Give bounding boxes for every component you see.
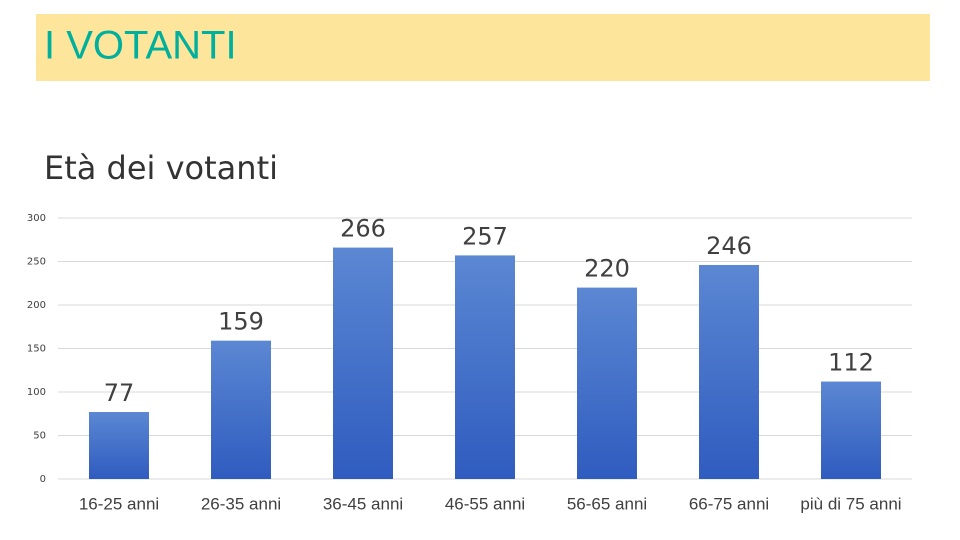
bar	[699, 264, 759, 479]
bar	[577, 287, 637, 479]
bar	[333, 247, 393, 479]
x-tick-label: 66-75 anni	[689, 494, 769, 513]
y-tick-label: 150	[27, 344, 46, 355]
slide-title: I VOTANTI	[44, 24, 237, 68]
x-tick-label: più di 75 anni	[800, 494, 901, 513]
x-tick-label: 36-45 anni	[323, 494, 403, 513]
y-tick-label: 250	[27, 257, 46, 268]
x-tick-label: 26-35 anni	[201, 494, 281, 513]
data-label: 112	[828, 349, 874, 377]
chart-title: Età dei votanti	[44, 149, 278, 187]
y-tick-label: 100	[27, 387, 46, 398]
y-tick-label: 50	[33, 431, 46, 442]
data-label: 257	[462, 222, 508, 250]
title-box	[36, 14, 930, 81]
bar	[89, 412, 149, 479]
data-label: 246	[706, 232, 752, 260]
x-tick-label: 46-55 anni	[445, 494, 525, 513]
y-tick-label: 0	[40, 474, 46, 485]
data-label: 77	[104, 379, 135, 407]
x-tick-label: 56-65 anni	[567, 494, 647, 513]
y-tick-label: 300	[27, 213, 46, 224]
x-tick-label: 16-25 anni	[79, 494, 159, 513]
data-label: 159	[218, 308, 264, 336]
bar	[821, 381, 881, 479]
data-label: 266	[340, 215, 386, 243]
data-label: 220	[584, 255, 630, 283]
y-tick-label: 200	[27, 300, 46, 311]
bar	[455, 255, 515, 479]
bar	[211, 340, 271, 479]
